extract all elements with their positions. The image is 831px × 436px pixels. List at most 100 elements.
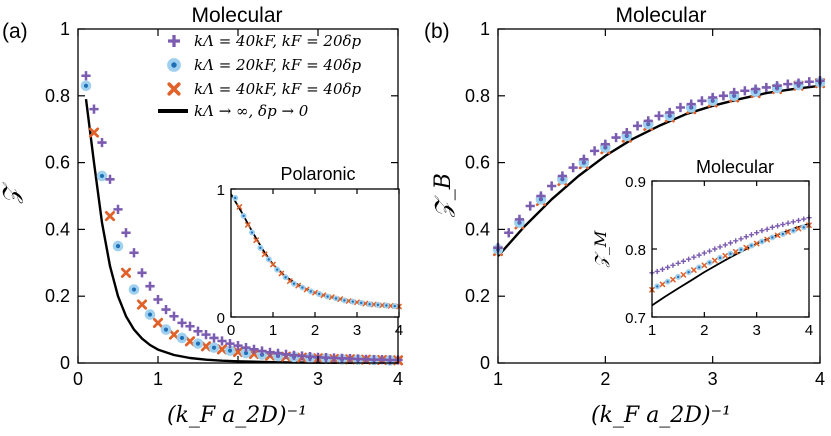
data-point-cross	[200, 341, 212, 352]
x-tick-label: 3	[752, 322, 760, 339]
data-point-cross	[88, 127, 100, 138]
data-point-circle	[160, 324, 172, 335]
data-point-plus	[193, 326, 203, 336]
series-line-theory	[84, 98, 399, 365]
data-point-cross	[691, 267, 697, 273]
data-point-plus	[793, 78, 804, 88]
x-tick-label: 1	[648, 322, 656, 339]
data-point-circle	[224, 345, 236, 356]
data-point-circle	[790, 227, 797, 234]
y-tick-label: 0	[217, 310, 225, 327]
data-point-circle	[176, 332, 188, 344]
data-point-plus	[769, 224, 775, 230]
data-point-cross	[248, 348, 260, 360]
x-tick-label: 0	[227, 322, 235, 339]
data-point-plus	[547, 181, 557, 191]
y-tick-label: 0.7	[625, 310, 646, 327]
data-point-cross	[753, 240, 760, 247]
data-point-plus	[305, 352, 315, 362]
data-point-plus	[525, 201, 535, 211]
data-point-plus	[761, 82, 771, 93]
data-point-plus	[804, 77, 814, 87]
data-point-plus	[105, 174, 115, 184]
series-circle	[232, 194, 398, 310]
data-point-circle	[366, 301, 373, 308]
y-tick-label: 0.4	[45, 219, 70, 239]
y-tick-label: 0.6	[45, 153, 70, 173]
panel-a-xlabel: (k_F a_2D)⁻¹	[167, 403, 307, 428]
data-point-plus	[706, 248, 713, 254]
data-point-circle	[232, 194, 239, 201]
panel-b-label: (b)	[424, 20, 450, 43]
data-point-plus	[185, 321, 195, 331]
data-point-plus	[353, 354, 363, 364]
legend-item-plus: kΛ = 40kF, kF = 20δp	[168, 32, 362, 50]
data-point-plus	[801, 216, 807, 222]
data-point-plus	[297, 351, 307, 361]
data-point-circle	[654, 283, 661, 290]
data-point-circle	[779, 231, 786, 238]
series-line-theory	[497, 84, 821, 257]
legend-marker-circle	[167, 58, 181, 72]
y-tick-label: 1	[60, 19, 70, 39]
data-point-circle	[249, 229, 255, 236]
data-point-cross	[764, 236, 770, 243]
data-point-circle	[192, 338, 204, 349]
y-tick-label: 1	[480, 19, 490, 39]
data-point-plus	[632, 121, 643, 131]
data-point-cross	[743, 244, 750, 251]
data-point-plus	[600, 139, 610, 149]
data-point-cross	[270, 261, 276, 268]
y-tick-label: 1	[217, 182, 225, 199]
data-point-plus	[225, 339, 235, 349]
data-point-circle	[316, 290, 323, 297]
chart-a-main: 0 1 2 3 4 0 0.2 0.4 0.6 0.8 1	[45, 19, 404, 389]
data-point-plus	[712, 246, 718, 252]
data-point-cross	[659, 281, 666, 288]
data-point-plus	[686, 256, 692, 262]
data-point-cross	[261, 251, 268, 258]
data-point-plus	[121, 228, 131, 238]
data-point-plus	[504, 228, 514, 238]
data-point-plus	[209, 333, 219, 343]
data-point-plus	[727, 240, 734, 246]
data-point-plus	[686, 99, 696, 109]
y-tick-label: 0.6	[465, 153, 490, 173]
data-point-plus	[281, 349, 291, 359]
y-tick-label: 0.8	[625, 242, 646, 259]
data-point-plus	[659, 266, 666, 272]
legend: kΛ = 40kF, kF = 20δp kΛ = 20kF, kF = 40δp…	[158, 32, 362, 120]
y-tick-label: 0	[60, 353, 70, 373]
data-point-plus	[97, 137, 107, 148]
x-tick-label: 2	[311, 322, 319, 339]
inset-background	[231, 189, 399, 317]
data-point-plus	[129, 248, 139, 258]
data-point-circle	[737, 246, 744, 253]
data-point-circle	[391, 303, 398, 310]
data-point-plus	[153, 294, 163, 305]
data-point-circle	[112, 240, 124, 252]
legend-label: kΛ → ∞, δp → 0	[194, 102, 309, 120]
data-point-cross	[168, 329, 180, 340]
panel-a-label: (a)	[2, 20, 28, 43]
data-point-circle	[758, 238, 765, 245]
data-point-circle	[274, 266, 281, 273]
inset-b-title: Molecular	[696, 157, 774, 177]
data-point-cross	[722, 252, 729, 259]
data-point-plus	[738, 236, 744, 242]
data-point-circle	[307, 288, 314, 295]
data-point-circle	[265, 256, 272, 263]
data-point-cross	[774, 232, 781, 239]
data-point-plus	[733, 238, 739, 244]
data-point-plus	[337, 353, 347, 363]
data-point-plus	[780, 221, 786, 228]
data-point-plus	[675, 260, 681, 266]
data-point-plus	[233, 341, 243, 351]
y-tick-label: 0.2	[45, 286, 70, 306]
data-point-plus	[790, 219, 796, 225]
data-point-circle	[358, 299, 365, 306]
data-point-plus	[751, 84, 761, 94]
series-circle	[654, 224, 807, 290]
x-tick-label: 2	[700, 322, 708, 339]
